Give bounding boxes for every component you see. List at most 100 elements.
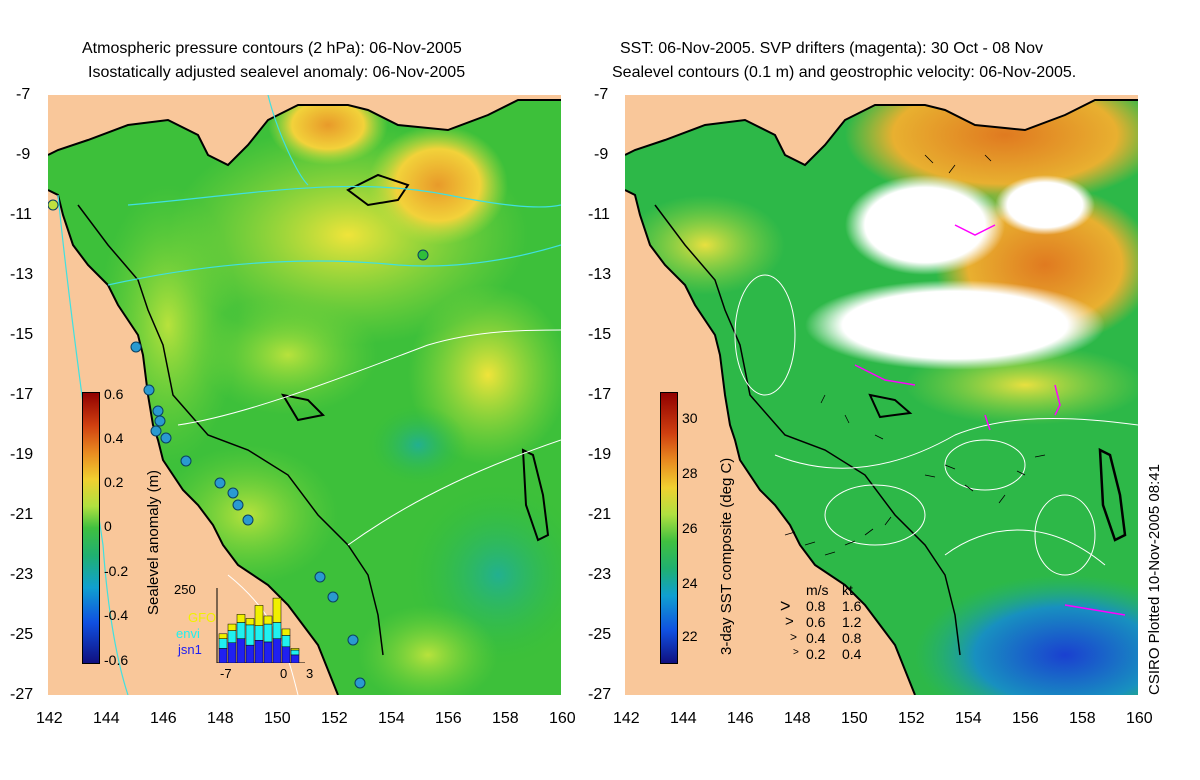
left-x-tick: 144 [93, 710, 120, 727]
pressure-contour-3 [267, 95, 309, 186]
histogram-bar-gfo [254, 605, 264, 626]
velocity-legend-kt: 0.8 [842, 630, 862, 646]
right-y-tick: -23 [588, 566, 612, 583]
histogram-max-label: 250 [174, 582, 196, 597]
histogram-bar-gfo [245, 618, 255, 626]
right-x-tick: 150 [841, 710, 868, 727]
velocity-legend-ms: 0.2 [806, 646, 826, 662]
png-coastline [625, 99, 1138, 167]
right-y-tick: -25 [588, 626, 612, 643]
island-group [346, 173, 410, 207]
right-colorbar-tick: 24 [682, 575, 698, 591]
right-colorbar-tick: 26 [682, 520, 698, 536]
velocity-legend-ms: 0.8 [806, 598, 826, 614]
histogram-bar-jsn1 [281, 646, 291, 663]
histogram-bar-envi [272, 622, 282, 639]
histogram-bar-envi [245, 624, 255, 646]
coral-islands [868, 393, 913, 419]
left-x-tick: 158 [492, 710, 519, 727]
histogram-axis [216, 588, 305, 663]
right-x-tick: 144 [670, 710, 697, 727]
velocity-legend-arrow: > [793, 647, 799, 658]
left-title-line2: Isostatically adjusted sealevel anomaly:… [88, 64, 466, 81]
left-x-tick: 160 [549, 710, 576, 727]
sealevel-contour-1 [177, 329, 561, 426]
png-coastline [48, 99, 561, 167]
left-x-tick: 142 [36, 710, 63, 727]
velocity-legend-header-kt: kt [842, 582, 853, 598]
right-title-line2: Sealevel contours (0.1 m) and geostrophi… [612, 64, 1077, 81]
histogram-bar-envi [263, 623, 273, 643]
new-caledonia [1098, 447, 1127, 542]
right-colorbar-tick: 22 [682, 628, 698, 644]
left-x-tick: 148 [207, 710, 234, 727]
right-x-tick: 152 [898, 710, 925, 727]
histogram-legend-gfo: GFO [188, 610, 217, 625]
left-y-tick: -23 [10, 566, 34, 583]
histogram-bar-gfo [236, 614, 246, 623]
histogram-x-tick: 0 [280, 666, 288, 681]
right-title-line1: SST: 06-Nov-2005. SVP drifters (magenta)… [620, 40, 1043, 57]
right-y-tick: -9 [594, 146, 609, 163]
geostrophic-velocity-arrows [784, 154, 1046, 556]
sealevel-contour-2 [347, 439, 561, 546]
histogram-bar-gfo [281, 628, 291, 636]
histogram-legend-jsn1: jsn1 [178, 642, 202, 657]
left-y-tick: -11 [10, 206, 32, 223]
left-map-svg [48, 95, 561, 695]
histogram-bar-gfo [218, 633, 228, 639]
histogram-x-tick: -7 [220, 666, 232, 681]
left-x-tick: 150 [264, 710, 291, 727]
left-x-tick: 152 [321, 710, 348, 727]
right-y-tick: -15 [588, 326, 612, 343]
histogram-bar-jsn1 [245, 644, 255, 663]
histogram-bar-envi [281, 635, 291, 648]
right-map-svg [625, 95, 1138, 695]
left-y-tick: -15 [10, 326, 34, 343]
left-y-tick: -25 [10, 626, 34, 643]
histogram-bar-gfo [272, 597, 282, 623]
left-colorbar-tick: 0 [104, 518, 112, 534]
new-caledonia [521, 448, 550, 542]
histogram-bar-envi [218, 638, 228, 649]
pressure-contour-2 [107, 244, 561, 286]
left-colorbar-tick: 0.4 [104, 430, 124, 446]
histogram-bar-jsn1 [290, 654, 300, 663]
histogram-bar-jsn1 [254, 640, 264, 663]
left-sealevel-map [48, 95, 561, 695]
velocity-legend-header-ms: m/s [806, 582, 829, 598]
velocity-legend-arrow: > [785, 613, 794, 630]
right-x-tick: 160 [1126, 710, 1153, 727]
right-y-tick: -11 [588, 206, 610, 223]
right-x-tick: 148 [784, 710, 811, 727]
right-y-tick: -7 [594, 86, 609, 103]
histogram-bar-jsn1 [263, 641, 273, 663]
left-x-tick: 154 [378, 710, 405, 727]
australia-land [625, 190, 915, 695]
velocity-legend-arrow: > [780, 596, 791, 616]
left-y-tick: -21 [10, 506, 34, 523]
right-y-tick: -17 [588, 386, 612, 403]
left-y-tick: -7 [16, 86, 31, 103]
left-y-tick: -13 [10, 266, 34, 283]
left-colorbar-tick: 0.2 [104, 474, 124, 490]
left-colorbar-tick: -0.2 [104, 563, 129, 579]
right-x-tick: 156 [1012, 710, 1039, 727]
left-y-tick: -27 [10, 686, 34, 703]
velocity-legend-arrow: > [790, 630, 798, 644]
histogram-x-tick: 3 [306, 666, 314, 681]
australia-coastline [48, 189, 339, 695]
left-colorbar-label: Sealevel anomaly (m) [145, 469, 162, 615]
svp-drifter-tracks [854, 224, 1126, 616]
velocity-legend-kt: 0.4 [842, 646, 862, 662]
left-colorbar-tick: -0.4 [104, 607, 129, 623]
histogram-bar-gfo [290, 648, 300, 651]
velocity-legend-ms: 0.6 [806, 614, 826, 630]
left-colorbar [82, 392, 100, 664]
velocity-legend-ms: 0.4 [806, 630, 826, 646]
right-y-tick: -19 [588, 446, 612, 463]
pressure-contour-4 [127, 185, 561, 208]
right-x-tick: 158 [1069, 710, 1096, 727]
histogram-bar-jsn1 [236, 638, 246, 663]
right-x-tick: 142 [613, 710, 640, 727]
